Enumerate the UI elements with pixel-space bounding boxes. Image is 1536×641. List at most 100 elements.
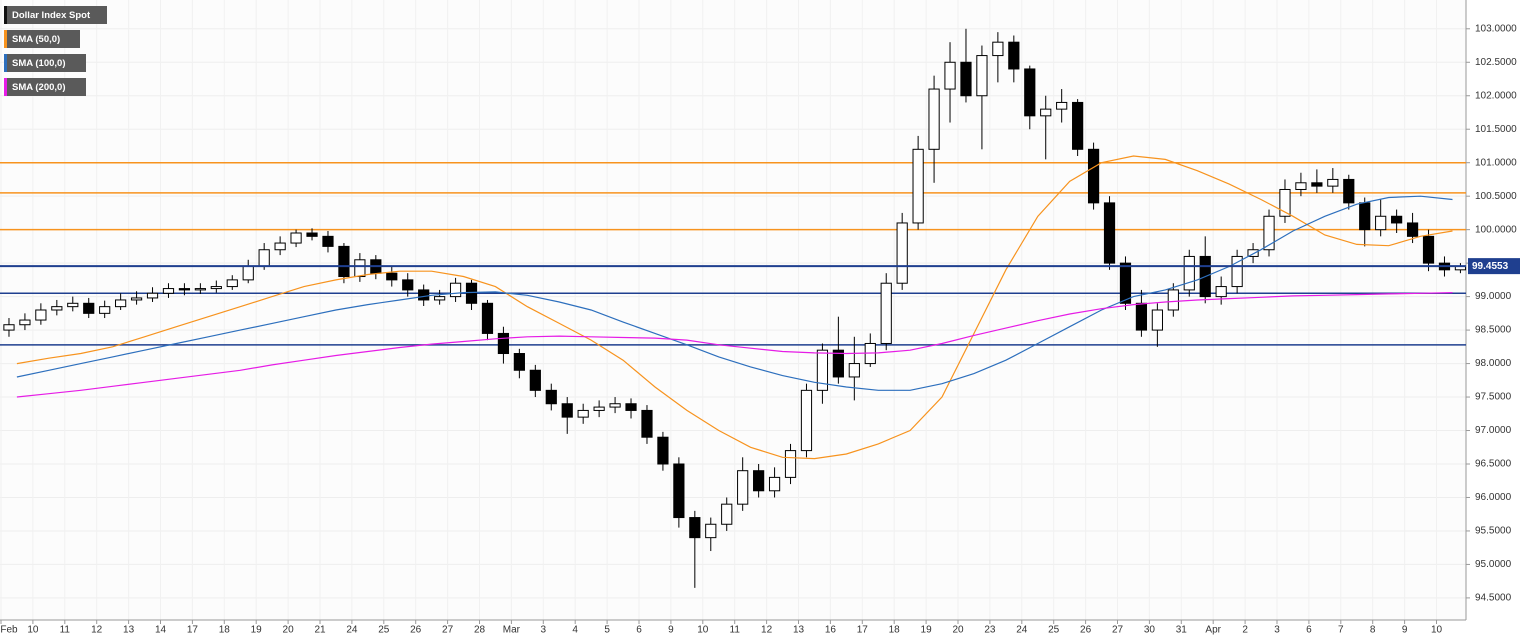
x-tick-label: 13 — [123, 625, 135, 636]
candle-body — [976, 55, 988, 97]
candle-body — [354, 259, 366, 278]
legend-label: SMA (100,0) — [12, 58, 66, 69]
candle-body — [402, 279, 414, 291]
candle-body — [912, 148, 924, 224]
y-tick-label: 95.0000 — [1475, 559, 1512, 570]
legend-box — [4, 78, 86, 96]
candle-body — [800, 389, 813, 452]
x-tick-label: Feb — [0, 625, 18, 636]
x-tick-label: 12 — [761, 625, 773, 636]
price-tag — [1468, 258, 1520, 275]
candle-body — [83, 302, 95, 314]
candle-body — [928, 88, 940, 150]
candle-body — [577, 409, 589, 418]
candle-body — [529, 369, 541, 391]
legend-label: Dollar Index Spot — [12, 10, 91, 21]
candle-body — [67, 302, 79, 308]
x-tick-label: 12 — [91, 625, 103, 636]
x-tick-label: 19 — [921, 625, 933, 636]
candle-body — [1215, 286, 1227, 298]
candle-body — [1072, 101, 1084, 150]
candle-body — [1135, 302, 1148, 331]
x-tick-label: 27 — [1112, 625, 1124, 636]
candle-body — [816, 349, 829, 391]
candle-body — [1087, 148, 1100, 204]
x-tick-label: 3 — [541, 625, 547, 636]
x-tick-label: 20 — [952, 625, 964, 636]
candle-body — [306, 232, 318, 237]
candle-body — [784, 450, 797, 478]
candle-body — [322, 235, 334, 247]
candle-body — [35, 309, 47, 321]
x-tick-label: 9 — [668, 625, 674, 636]
x-tick-label: 10 — [1431, 625, 1443, 636]
x-tick-label: 16 — [825, 625, 837, 636]
x-tick-label: 5 — [604, 625, 610, 636]
candle-body — [1231, 255, 1243, 288]
x-tick-label: Mar — [503, 625, 521, 636]
y-tick-label: 94.5000 — [1475, 593, 1512, 604]
x-tick-label: 25 — [1048, 625, 1060, 636]
candle-body — [497, 332, 510, 355]
y-tick-label: 97.0000 — [1475, 425, 1512, 436]
legend-box — [4, 30, 80, 48]
candle-body — [1008, 41, 1020, 70]
candle-body — [1151, 309, 1163, 331]
candle-body — [1167, 289, 1179, 311]
x-tick-label: 19 — [251, 625, 263, 636]
candle-body — [657, 436, 669, 465]
candle-body — [481, 302, 494, 334]
candle-body — [338, 245, 350, 278]
candle-body — [99, 306, 111, 314]
candle-body — [1391, 215, 1403, 224]
y-tick-label: 100.0000 — [1475, 224, 1517, 235]
y-tick-label: 98.5000 — [1475, 325, 1512, 336]
candle-body — [513, 353, 525, 371]
candle-body — [194, 288, 206, 291]
candle-body — [609, 403, 621, 408]
y-tick-label: 99.0000 — [1475, 291, 1512, 302]
candle-body — [162, 288, 175, 294]
x-tick-label: 11 — [730, 625, 741, 636]
sma-line — [16, 292, 1453, 398]
x-tick-label: 31 — [1176, 625, 1188, 636]
candle-body — [178, 288, 191, 291]
candle-body — [465, 282, 478, 304]
x-tick-label: Apr — [1205, 625, 1221, 636]
sma-line — [16, 155, 1453, 460]
y-tick-label: 98.0000 — [1475, 358, 1512, 369]
x-tick-label: 14 — [155, 625, 167, 636]
x-tick-label: 7 — [1338, 625, 1344, 636]
x-tick-label: 4 — [572, 625, 578, 636]
candle-body — [449, 282, 462, 298]
candle-body — [880, 282, 892, 344]
candle-body — [19, 319, 31, 326]
candle-body — [3, 324, 15, 331]
candle-body — [258, 249, 270, 267]
legend-label: SMA (200,0) — [12, 82, 66, 93]
y-tick-label: 100.5000 — [1475, 191, 1517, 202]
candle-body — [51, 306, 63, 311]
candle-body — [115, 299, 127, 308]
y-tick-label: 96.0000 — [1475, 492, 1512, 503]
legend-box — [4, 54, 86, 72]
candle-body — [1263, 215, 1275, 251]
x-tick-label: 25 — [378, 625, 390, 636]
x-tick-label: 20 — [283, 625, 295, 636]
x-tick-label: 8 — [1370, 625, 1376, 636]
x-tick-label: 10 — [697, 625, 709, 636]
candle-body — [1295, 182, 1307, 190]
x-tick-label: 30 — [1144, 625, 1156, 636]
candle-body — [737, 470, 749, 505]
candle-body — [434, 296, 446, 301]
legend-swatch — [4, 6, 7, 24]
candle-body — [944, 61, 956, 90]
x-tick-label: 17 — [187, 625, 199, 636]
candle-body — [242, 265, 254, 281]
legend-swatch — [4, 78, 7, 96]
candle-body — [1311, 182, 1323, 187]
candle-body — [1359, 202, 1371, 231]
candle-body — [386, 272, 398, 281]
